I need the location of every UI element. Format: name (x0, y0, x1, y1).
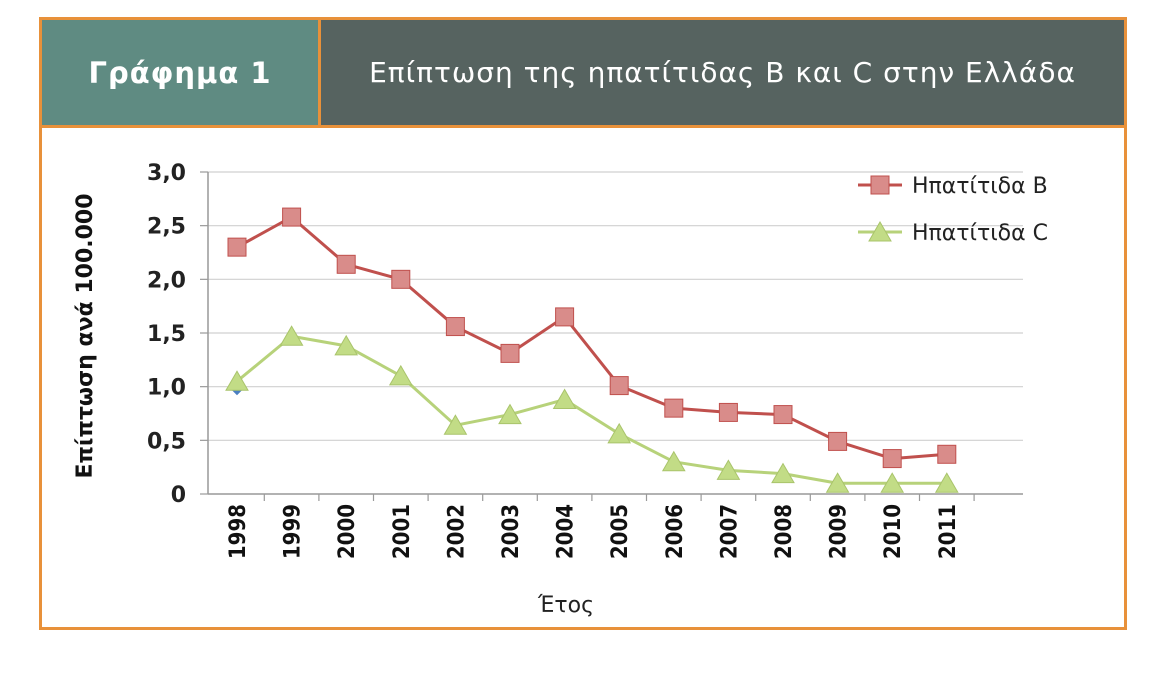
point-marker-square (391, 269, 411, 289)
point-marker-square (773, 405, 793, 425)
point-marker-triangle (443, 414, 468, 435)
point-marker-triangle (552, 388, 577, 410)
point-marker-triangle (880, 472, 905, 493)
legend: Ηπατίτιδα B Ηπατίτιδα C (858, 174, 1048, 246)
point-marker-square (555, 307, 575, 327)
y-tick-label: 0,5 (147, 429, 186, 454)
y-tick-label: 1,5 (147, 322, 186, 347)
legend-label-b: Ηπατίτιδα B (912, 174, 1048, 199)
x-tick-label: 1998 (226, 504, 251, 559)
point-marker-triangle (934, 472, 959, 493)
point-marker-triangle (716, 459, 741, 480)
legend-marker-square (870, 175, 890, 195)
y-axis-label: Επίπτωση ανά 100.000 (73, 193, 98, 478)
point-marker-square (828, 431, 848, 451)
gridlines (200, 171, 1023, 501)
x-tick-label: 2004 (554, 504, 579, 559)
point-marker-square (336, 254, 356, 274)
x-tick-label: 2008 (772, 504, 797, 559)
x-tick-label: 2009 (827, 504, 852, 559)
y-tick-label: 0 (171, 483, 186, 508)
legend-label-c: Ηπατίτιδα C (912, 221, 1048, 246)
point-marker-square (609, 376, 629, 396)
point-marker-square (500, 343, 520, 363)
x-tick-label: 2007 (717, 504, 742, 559)
series-hepatitis-b (236, 215, 947, 461)
point-marker-triangle (661, 450, 686, 472)
point-marker-square (227, 237, 247, 257)
point-marker-triangle (279, 325, 304, 346)
legend-item-hepatitis-b: Ηπατίτιδα B (858, 174, 1048, 199)
point-marker-square (718, 402, 738, 422)
x-axis-label: Έτος (537, 593, 594, 618)
chart-frame: Γράφημα 1 Επίπτωση της ηπατίτιδας B και … (39, 17, 1127, 630)
series-line (236, 334, 947, 485)
x-tick-label: 2002 (444, 504, 469, 559)
point-marker-triangle (498, 403, 522, 425)
x-tick-labels: 1998 1999 2000 2001 2002 2003 2004 2005 2006 2007… (226, 504, 961, 559)
series-line (236, 215, 947, 461)
point-marker-square (664, 398, 684, 418)
y-tick-label: 2,0 (147, 268, 186, 293)
chart-title: Επίπτωση της ηπατίτιδας B και C στην Ελλ… (321, 20, 1124, 128)
x-tick-label: 1999 (281, 504, 306, 559)
figure-label: Γράφημα 1 (42, 20, 321, 128)
point-marker-triangle (334, 334, 359, 356)
x-tick-label: 2001 (390, 504, 415, 559)
point-marker-square (882, 449, 902, 469)
series-hepatitis-c (236, 334, 947, 485)
x-tick-label: 2000 (335, 504, 360, 559)
x-tick-label: 2011 (936, 504, 961, 559)
series (225, 207, 959, 493)
axes (207, 172, 1023, 495)
x-tick-label: 2005 (608, 504, 633, 559)
y-tick-label: 3,0 (147, 161, 186, 186)
point-marker-triangle (607, 422, 632, 444)
point-marker-square (282, 207, 302, 227)
point-marker-square (445, 317, 465, 337)
y-tick-label: 2,5 (147, 215, 186, 240)
point-marker-triangle (388, 364, 413, 386)
point-marker-triangle (771, 462, 795, 484)
legend-item-hepatitis-c: Ηπατίτιδα C (858, 221, 1048, 246)
point-marker-square (937, 444, 957, 464)
x-tick-label: 2006 (663, 504, 688, 559)
legend-marker-triangle (868, 221, 892, 242)
y-tick-labels: 0 0,5 1,0 1,5 2,0 2,5 3,0 (147, 161, 186, 508)
point-marker-triangle (825, 472, 850, 493)
point-marker-triangle (225, 370, 249, 391)
x-tick-label: 2010 (881, 504, 906, 559)
y-tick-label: 1,0 (147, 376, 186, 401)
x-tick-label: 2003 (499, 504, 524, 559)
